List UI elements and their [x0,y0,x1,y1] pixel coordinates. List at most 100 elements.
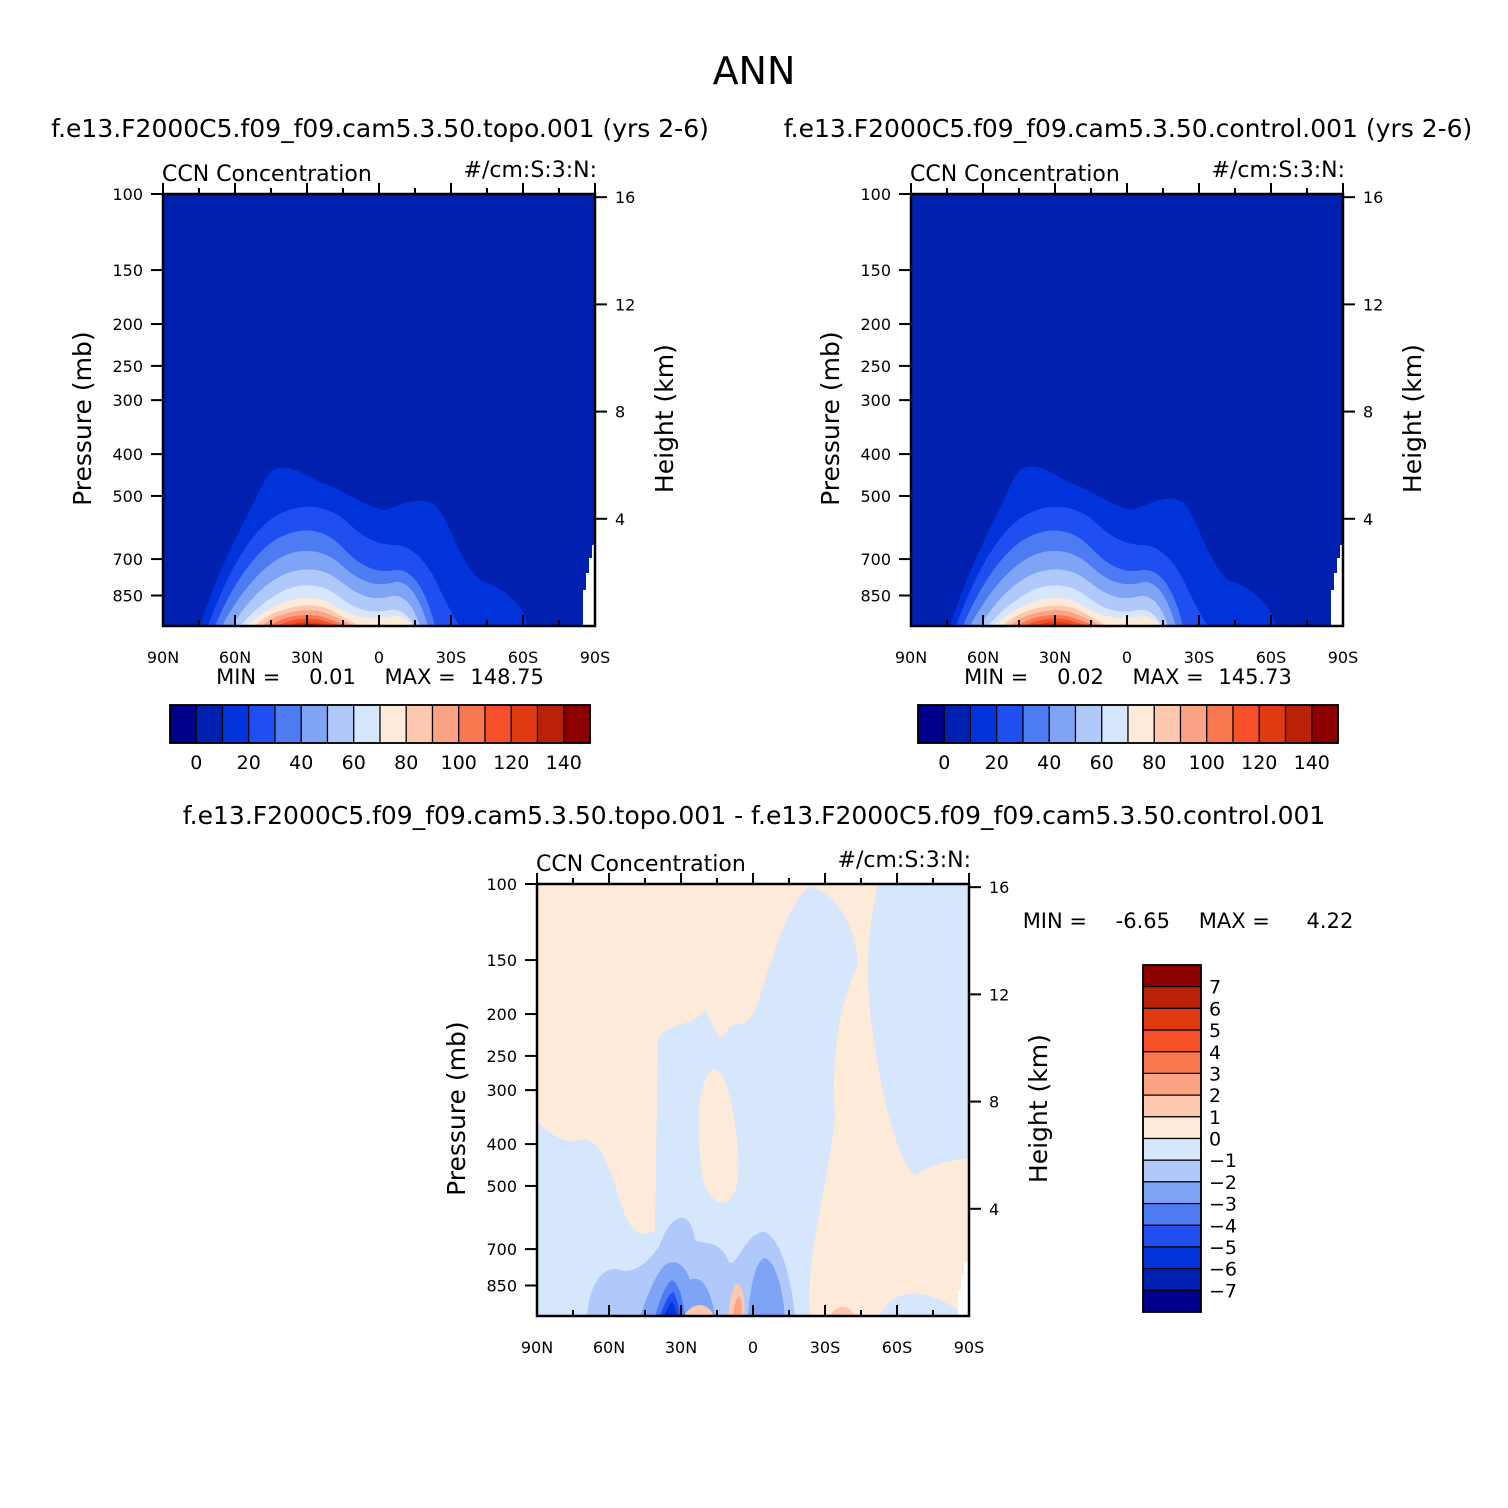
colorbar-swatch [1179,704,1208,744]
colorbar-label: 120 [493,752,529,774]
colorbar-swatch [274,704,302,744]
x-tick-label: 60N [219,648,251,667]
height-tick-label: 4 [989,1200,999,1219]
y-tick-label: 400 [486,1135,517,1154]
height-tick-label: 16 [1363,188,1383,207]
height-tick-label: 12 [615,295,635,314]
colorbar-label: −3 [1209,1194,1237,1216]
contour-band-level-neg1-0 [940,884,969,900]
contour-plot [537,884,969,1316]
colorbar-swatch [1142,1224,1202,1248]
contour-band-level-1-2 [684,1305,713,1316]
height-tick-label: 16 [615,188,635,207]
x-tick-label: 90N [521,1338,553,1357]
colorbar-swatch [1142,1007,1202,1031]
colorbar-swatch [1284,704,1313,744]
colorbar-label: 1 [1209,1107,1221,1129]
height-tick-label: 8 [615,403,625,422]
colorbar-label: 2 [1209,1085,1221,1107]
panel-units: #/cm:S:3:N: [464,158,597,183]
contour-band-level-2-3 [733,1296,742,1316]
height-tick-label: 8 [989,1093,999,1112]
colorbar-label: 60 [1090,752,1114,774]
y-tick-label: 300 [486,1081,517,1100]
y-tick-label: 300 [860,391,891,410]
x-tick-label: 30N [291,648,323,667]
x-tick-label: 90N [147,648,179,667]
colorbar-swatch [1142,1246,1202,1270]
colorbar-swatch [1022,704,1050,744]
y-tick-label: 700 [486,1240,517,1259]
y-tick-label: 250 [112,357,143,376]
colorbar-label: 4 [1209,1042,1221,1064]
x-tick-label: 60S [508,648,539,667]
min-label: MIN = [216,665,280,689]
x-tick-label: 0 [374,648,384,667]
y-tick-label: 700 [860,550,891,569]
contour-band-level-1-2 [830,1306,855,1316]
colorbar-swatch [1074,704,1103,744]
max-label: MAX = [385,665,456,689]
colorbar-swatch [969,704,998,744]
colorbar-label: 0 [190,752,202,774]
contour-band-level-neg1-0 [537,886,858,1316]
x-tick-label: 90S [954,1338,985,1357]
colorbar-swatch [221,704,250,744]
x-tick-label: 0 [1122,648,1132,667]
panel-subtitle-left: CCN Concentration [162,162,372,187]
x-tick-label: 30S [810,1338,841,1357]
colorbar-swatch [1142,1029,1202,1053]
contour-band-missing [1331,545,1343,626]
colorbar-swatch [1048,704,1077,744]
colorbar-label: 6 [1209,998,1221,1020]
colorbar-label: 100 [1189,752,1225,774]
colorbar-swatch [1142,1159,1202,1183]
panel-title: f.e13.F2000C5.f09_f09.cam5.3.50.topo.001… [51,114,709,143]
panel-subtitle-left: CCN Concentration [910,162,1120,187]
colorbar-label: −6 [1209,1259,1237,1281]
y-tick-label: 150 [112,261,143,280]
y-axis-label: Pressure (mb) [68,331,97,505]
contour-band-missing [583,545,595,626]
max-label: MAX = [1199,909,1270,933]
y-tick-label: 150 [486,951,517,970]
y-tick-label: 100 [860,185,891,204]
y-tick-label: 400 [860,445,891,464]
colorbar-swatch [484,704,512,744]
panel-subtitle-left: CCN Concentration [536,852,746,877]
colorbar-swatch [943,704,972,744]
colorbar-swatch [326,704,355,744]
colorbar-label: 120 [1241,752,1277,774]
colorbar-swatch [536,704,565,744]
colorbar-swatch [405,704,434,744]
y-tick-label: 250 [486,1047,517,1066]
height-tick-label: 12 [989,985,1009,1004]
x-tick-label: 90N [895,648,927,667]
colorbar-swatch [1142,1051,1202,1075]
colorbar-swatch [431,704,460,744]
y-tick-label: 100 [112,185,143,204]
min-value: -6.65 [1116,909,1170,933]
y-axis-label: Pressure (mb) [816,331,845,505]
svg-text:MIN = 0.02 MAX =: MIN = 0.02 MAX = 145.73 [964,665,1292,689]
colorbar-swatch [300,704,329,744]
colorbar: 0 20 40 60 80 100 120 140 [917,704,1339,774]
colorbar-frame [1142,964,1202,1313]
colorbar-label: 80 [1142,752,1166,774]
height-tick-label: 16 [989,878,1009,897]
svg-text:MIN = -6.65 MAX =: MIN = -6.65 MAX = 4.22 [1023,909,1354,933]
colorbar-label: −7 [1209,1280,1237,1302]
y-tick-label: 500 [486,1177,517,1196]
colorbar-swatch [917,704,945,744]
contour-band-level-neg1-0 [867,884,969,1175]
panel-title: f.e13.F2000C5.f09_f09.cam5.3.50.topo.001… [183,801,1326,830]
y-tick-label: 500 [112,487,143,506]
colorbar-swatch [510,704,539,744]
colorbar-swatch [1232,704,1260,744]
contour-band-level-neg2-neg1 [587,1217,795,1316]
colorbar-swatch [1142,1137,1202,1161]
colorbar-label: 40 [289,752,313,774]
colorbar-label: 3 [1209,1063,1221,1085]
